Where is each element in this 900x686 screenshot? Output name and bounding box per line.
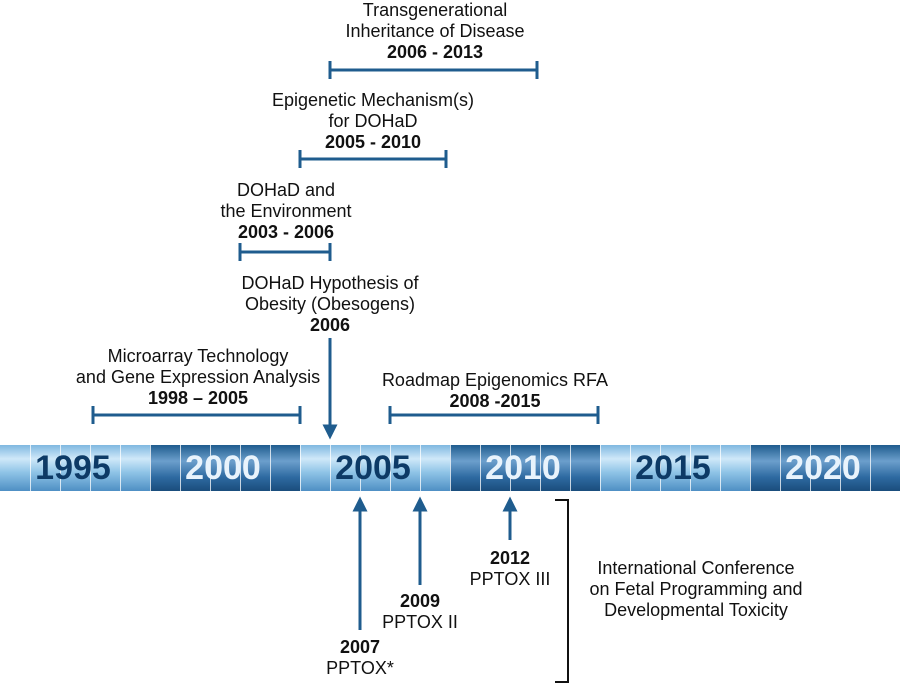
event-year: 2012	[489, 548, 531, 568]
timeline-bar: 1995 2000 2005 2010 2015 2020	[0, 445, 900, 491]
timeline-tick	[420, 445, 421, 491]
timeline-tick	[30, 445, 31, 491]
event-title-line: the Environment	[220, 201, 352, 221]
timeline-dark-segment	[450, 445, 600, 491]
conference-line: on Fetal Programming and	[589, 579, 803, 599]
timeline-tick	[270, 445, 271, 491]
timeline-tick	[120, 445, 121, 491]
event-title-line: Inheritance of Disease	[345, 21, 525, 41]
timeline-tick	[690, 445, 691, 491]
conference-line: Developmental Toxicity	[604, 600, 788, 620]
event-title-line: DOHaD Hypothesis of	[241, 273, 419, 293]
event-title-line: for DOHaD	[328, 111, 418, 131]
timeline-year-label: 1995	[35, 449, 111, 487]
event-dohad-environment: DOHaD and the Environment 2003 - 2006	[196, 180, 376, 243]
event-title-line: Roadmap Epigenomics RFA	[381, 370, 609, 390]
range-bracket-microarray	[91, 406, 302, 424]
timeline-tick	[600, 445, 601, 491]
range-bracket-transgenerational	[328, 61, 539, 79]
event-microarray: Microarray Technology and Gene Expressio…	[66, 346, 330, 409]
timeline-dark-segment	[150, 445, 300, 491]
event-title-line: and Gene Expression Analysis	[75, 367, 321, 387]
range-bracket-epigenetic	[298, 150, 448, 168]
timeline-tick	[240, 445, 241, 491]
conference-line: International Conference	[597, 558, 795, 578]
event-title-line: Obesity (Obesogens)	[244, 294, 416, 314]
timeline-tick	[630, 445, 631, 491]
event-name: PPTOX III	[469, 569, 551, 589]
timeline-tick	[300, 445, 301, 491]
timeline-year-label: 2015	[635, 449, 711, 487]
event-title-line: DOHaD and	[236, 180, 336, 200]
timeline-year-label: 2000	[185, 449, 261, 487]
timeline-tick	[720, 445, 721, 491]
event-years: 2005 - 2010	[324, 132, 422, 152]
event-transgenerational: Transgenerational Inheritance of Disease…	[330, 0, 540, 63]
timeline-tick	[750, 445, 751, 491]
event-years: 2008 -2015	[449, 391, 541, 411]
event-roadmap: Roadmap Epigenomics RFA 2008 -2015	[360, 370, 630, 412]
event-years: 2006 - 2013	[386, 42, 484, 62]
timeline-tick	[810, 445, 811, 491]
timeline-tick	[210, 445, 211, 491]
timeline-tick	[390, 445, 391, 491]
timeline-tick	[60, 445, 61, 491]
range-bracket-roadmap	[388, 406, 600, 424]
event-title-line: Transgenerational	[362, 0, 508, 20]
conference-bracket	[555, 499, 569, 683]
event-pptox-2: 2009 PPTOX II	[370, 591, 470, 633]
timeline-year-label: 2020	[785, 449, 861, 487]
timeline-tick	[510, 445, 511, 491]
event-pptox-3: 2012 PPTOX III	[460, 548, 560, 590]
timeline-tick	[150, 445, 151, 491]
event-name: PPTOX II	[382, 612, 458, 632]
event-title-line: Epigenetic Mechanism(s)	[271, 90, 475, 110]
timeline-tick	[660, 445, 661, 491]
timeline-tick	[870, 445, 871, 491]
event-pptox-1: 2007 PPTOX*	[310, 637, 410, 679]
event-year: 2009	[399, 591, 441, 611]
timeline-tick	[780, 445, 781, 491]
timeline-tick	[480, 445, 481, 491]
timeline-tick	[540, 445, 541, 491]
conference-label: International Conference on Fetal Progra…	[572, 558, 820, 621]
timeline-tick	[450, 445, 451, 491]
timeline-year-label: 2010	[485, 449, 561, 487]
event-years: 2006	[309, 315, 351, 335]
timeline-tick	[360, 445, 361, 491]
range-bracket-dohad-environment	[238, 243, 332, 261]
event-epigenetic-mechanisms: Epigenetic Mechanism(s) for DOHaD 2005 -…	[258, 90, 488, 153]
event-years: 1998 – 2005	[147, 388, 249, 408]
timeline-year-label: 2005	[335, 449, 411, 487]
timeline-tick	[180, 445, 181, 491]
event-years: 2003 - 2006	[237, 222, 335, 242]
timeline-tick	[840, 445, 841, 491]
timeline-tick	[570, 445, 571, 491]
timeline-tick	[90, 445, 91, 491]
event-dohad-obesity: DOHaD Hypothesis of Obesity (Obesogens) …	[220, 273, 440, 336]
timeline-tick	[330, 445, 331, 491]
event-title-line: Microarray Technology	[107, 346, 289, 366]
timeline-dark-segment	[750, 445, 900, 491]
event-year: 2007	[339, 637, 381, 657]
event-name: PPTOX*	[326, 658, 394, 678]
